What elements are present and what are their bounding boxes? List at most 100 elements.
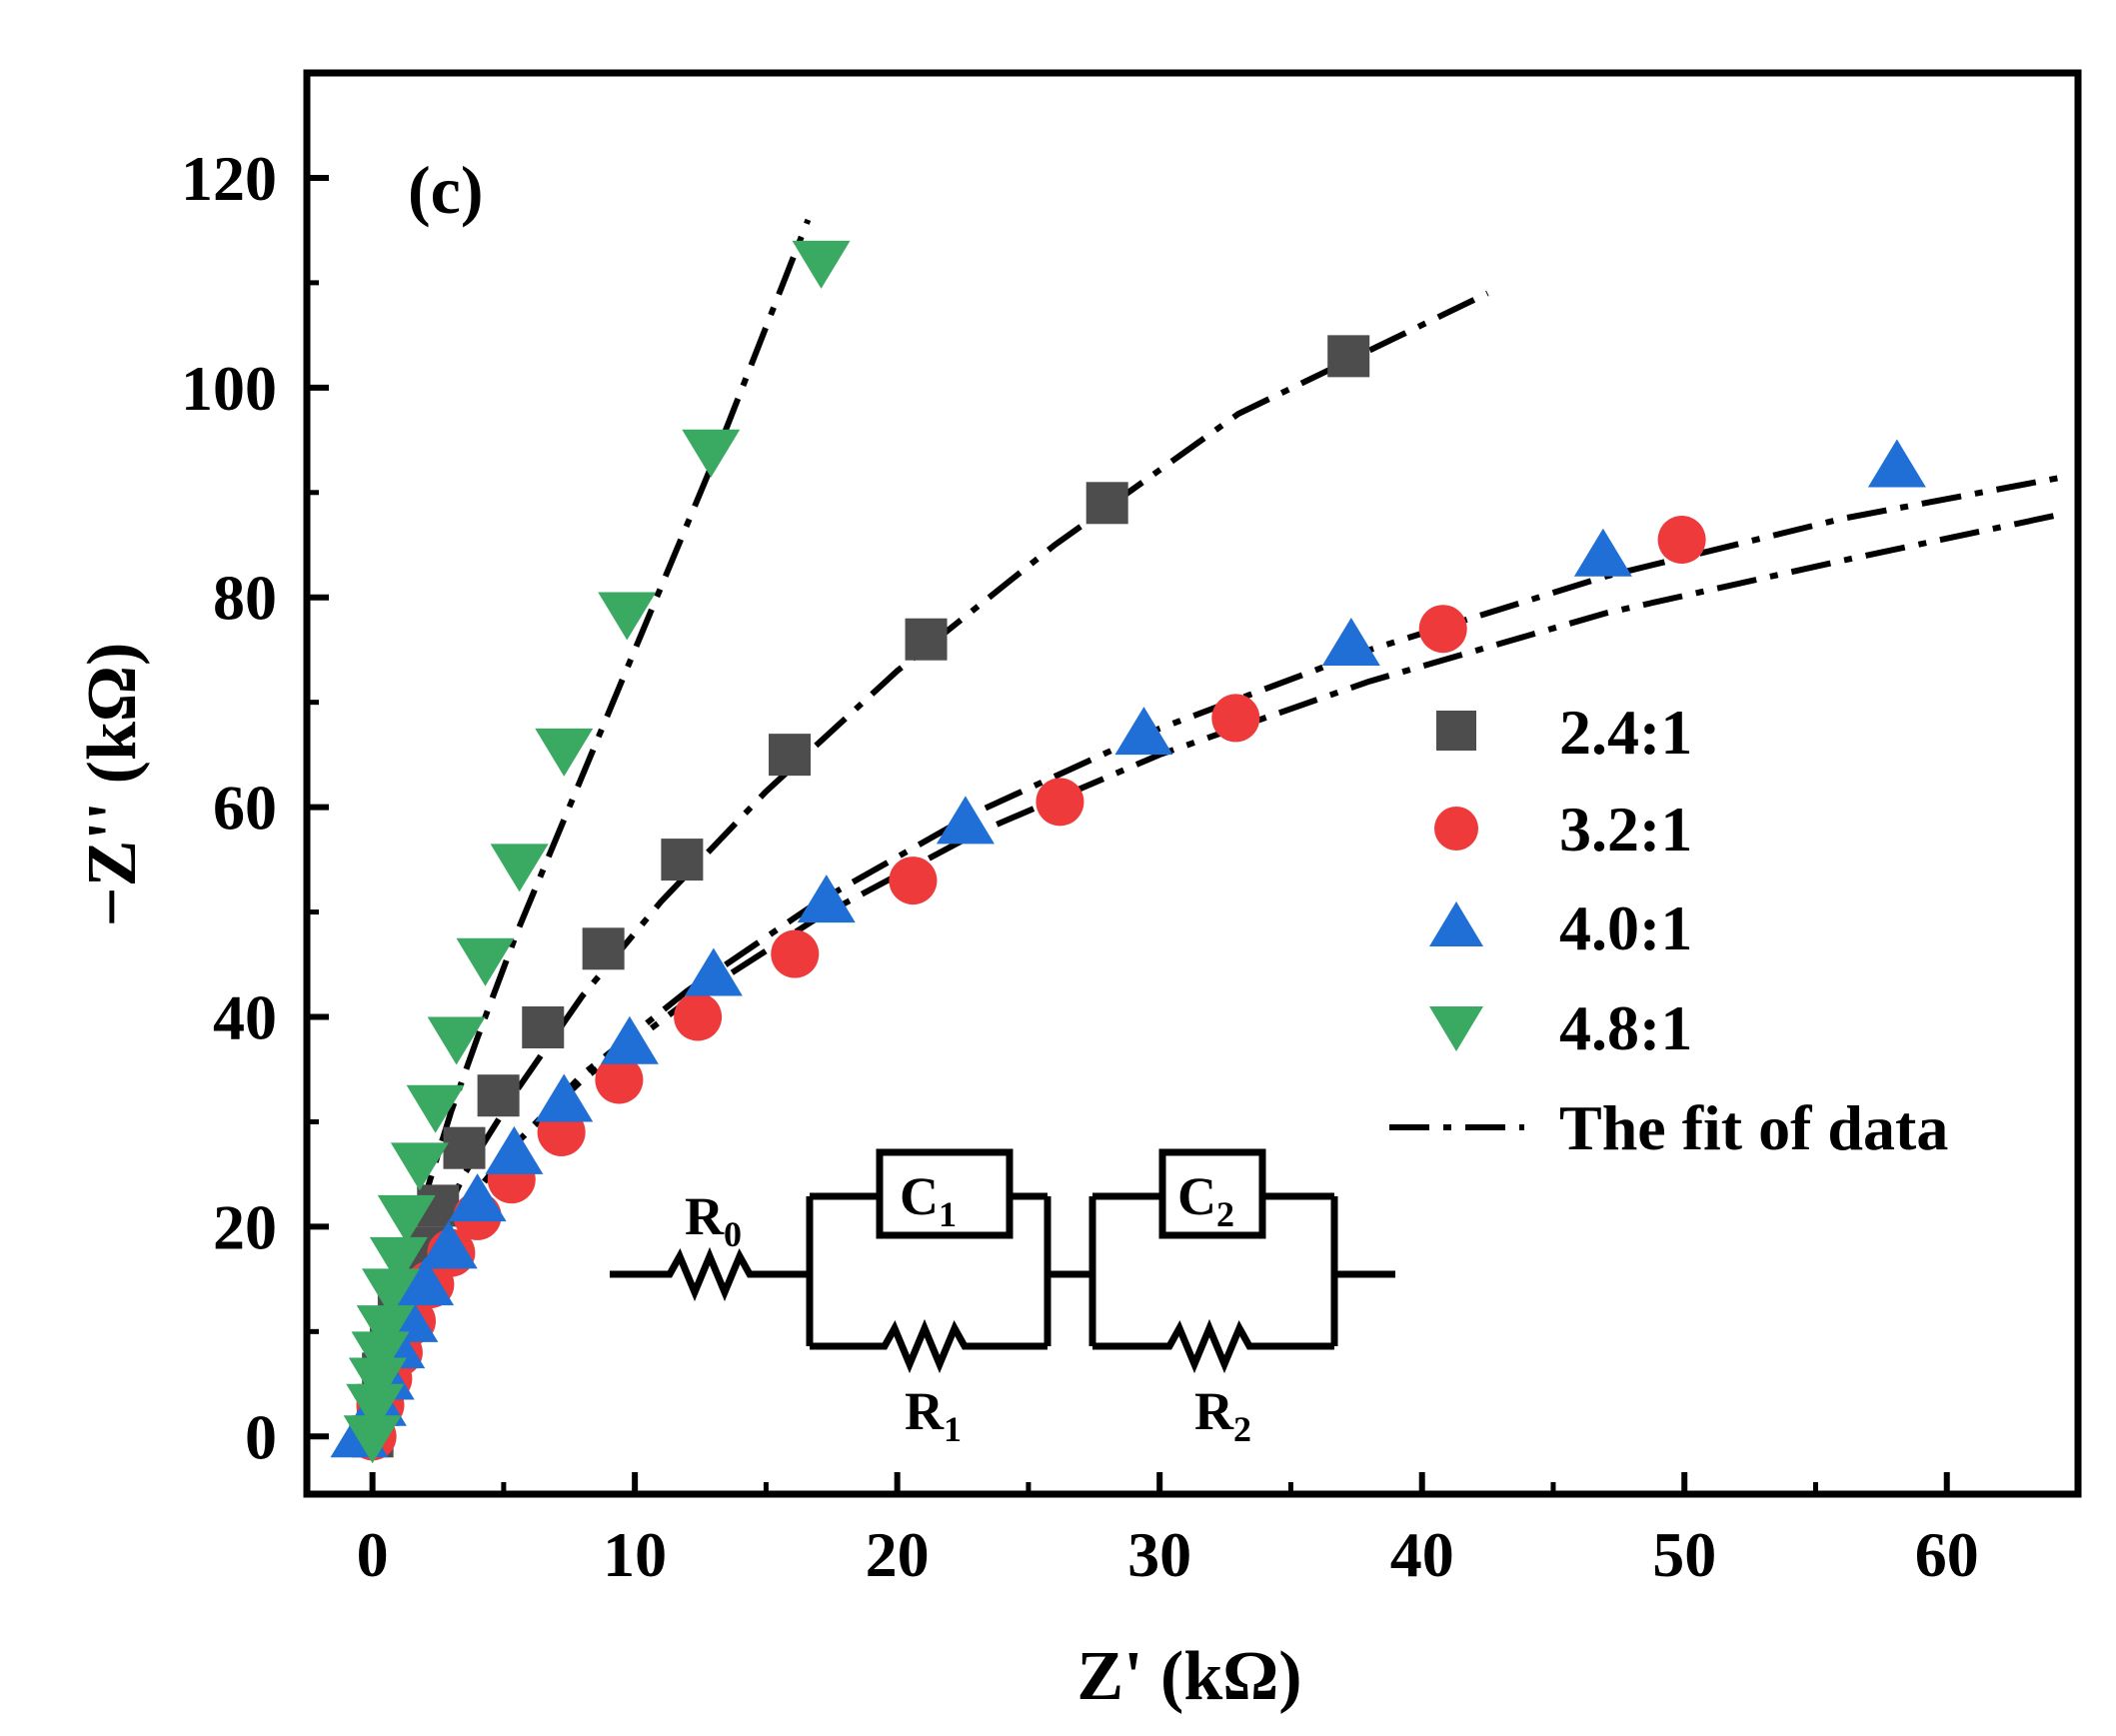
data-point-4-0-1	[1573, 528, 1632, 577]
legend-label-3-2: 3.2:1	[1559, 794, 1692, 865]
c2-label-sub: 2	[1216, 1194, 1234, 1234]
data-point-2-4-1	[769, 734, 812, 777]
data-point-4-8-1	[348, 1357, 407, 1406]
x-tick-label: 30	[1127, 1519, 1191, 1590]
y-tick-label: 0	[245, 1401, 277, 1472]
data-point-3-2-1	[595, 1055, 644, 1104]
data-point-3-2-1	[1418, 605, 1467, 654]
y-tick-label: 80	[213, 563, 277, 634]
data-point-4-8-1	[406, 1084, 465, 1133]
data-point-3-2-1	[771, 929, 820, 978]
data-point-4-8-1	[346, 1383, 405, 1432]
data-point-2-4-1	[477, 1074, 520, 1117]
data-point-4-8-1	[356, 1305, 415, 1354]
y-axis-title: −Z'' (kΩ)	[74, 643, 151, 927]
data-point-4-0-1	[1321, 617, 1380, 666]
r0-label: R0	[685, 1186, 742, 1254]
fit-line-1	[369, 510, 2066, 1437]
fit-lines	[369, 218, 2066, 1437]
r2-label-sub: 2	[1233, 1409, 1251, 1449]
legend-label-4-0: 4.0:1	[1559, 892, 1692, 963]
data-point-3-2-1	[1211, 694, 1260, 743]
x-tick-label: 0	[357, 1519, 389, 1590]
plot-frame	[303, 69, 2082, 1498]
c2-label-main: C	[1177, 1166, 1216, 1226]
data-point-2-4-1	[443, 1126, 486, 1169]
data-point-4-8-1	[369, 1236, 428, 1285]
r2-label-main: R	[1194, 1381, 1234, 1441]
x-tick-label: 50	[1652, 1519, 1716, 1590]
data-point-4-0-1	[1114, 707, 1173, 756]
data-point-4-0-1	[936, 796, 995, 845]
equivalent-circuit	[610, 1148, 1395, 1374]
data-point-2-4-1	[582, 927, 625, 970]
c1-box	[876, 1148, 1014, 1239]
x-tick-label: 60	[1915, 1519, 1979, 1590]
data-point-4-0-1	[1867, 439, 1926, 488]
data-point-4-8-1	[351, 1331, 410, 1380]
x-tick-label: 10	[603, 1519, 667, 1590]
y-tick-label: 20	[213, 1191, 277, 1262]
data-point-4-8-1	[343, 1415, 402, 1464]
r1-resistor	[810, 1318, 1048, 1374]
r0-label-main: R	[685, 1186, 725, 1246]
data-point-4-8-1	[682, 429, 741, 478]
r1-label-sub: 1	[944, 1409, 962, 1449]
data-point-4-8-1	[456, 937, 515, 986]
data-point-4-8-1	[535, 728, 594, 777]
legend-marker-2-4	[1436, 711, 1476, 751]
x-tick-label: 40	[1390, 1519, 1454, 1590]
x-axis-title: Z' (kΩ)	[1076, 1638, 1301, 1715]
r2-resistor	[1092, 1318, 1334, 1374]
data-point-4-8-1	[377, 1194, 436, 1243]
data-point-4-0-1	[684, 947, 743, 996]
data-point-2-4-1	[1327, 335, 1370, 378]
panel-label: (c)	[408, 152, 483, 228]
data-point-2-4-1	[1085, 482, 1128, 525]
data-point-4-8-1	[490, 844, 549, 892]
data-point-2-4-1	[661, 839, 704, 881]
x-tick-label: 20	[866, 1519, 930, 1590]
r0-label-sub: 0	[724, 1214, 742, 1254]
c2-label: C2	[1177, 1166, 1234, 1234]
y-tick-label: 120	[181, 143, 277, 214]
y-tick-label: 60	[213, 773, 277, 844]
data-point-4-8-1	[598, 592, 657, 641]
data-point-2-4-1	[905, 618, 948, 661]
data-point-4-0-1	[485, 1125, 544, 1174]
data-point-4-0-1	[535, 1073, 594, 1122]
data-markers	[330, 240, 1926, 1464]
c1-label: C1	[900, 1166, 957, 1234]
data-point-4-0-1	[396, 1257, 455, 1306]
legend: 2.4:1 3.2:1 4.0:1 4.8:1 The fit of data	[1389, 697, 1948, 1163]
r2-label: R2	[1194, 1381, 1251, 1449]
c1-label-main: C	[900, 1166, 939, 1226]
legend-label-2-4: 2.4:1	[1559, 697, 1692, 768]
legend-marker-4-0	[1429, 901, 1483, 946]
data-point-4-8-1	[792, 240, 851, 289]
data-point-4-8-1	[390, 1142, 449, 1191]
c1-label-sub: 1	[939, 1194, 957, 1234]
c2-box	[1158, 1148, 1266, 1239]
data-point-2-4-1	[522, 1005, 565, 1048]
data-point-4-0-1	[419, 1220, 478, 1269]
legend-marker-3-2	[1434, 807, 1478, 851]
data-point-4-8-1	[427, 1016, 486, 1065]
legend-label-4-8: 4.8:1	[1559, 992, 1692, 1063]
data-point-3-2-1	[674, 992, 723, 1041]
legend-marker-4-8	[1429, 1006, 1483, 1051]
data-point-3-2-1	[889, 857, 938, 905]
r0-resistor	[610, 1246, 810, 1302]
y-tick-label: 40	[213, 982, 277, 1053]
data-point-4-0-1	[797, 874, 856, 923]
data-point-3-2-1	[1036, 778, 1084, 827]
r1-label-main: R	[905, 1381, 945, 1441]
data-point-4-0-1	[448, 1173, 507, 1222]
data-point-3-2-1	[1657, 516, 1706, 565]
legend-fit-label: The fit of data	[1559, 1092, 1948, 1163]
data-point-4-8-1	[362, 1268, 421, 1317]
r1-label: R1	[905, 1381, 962, 1449]
